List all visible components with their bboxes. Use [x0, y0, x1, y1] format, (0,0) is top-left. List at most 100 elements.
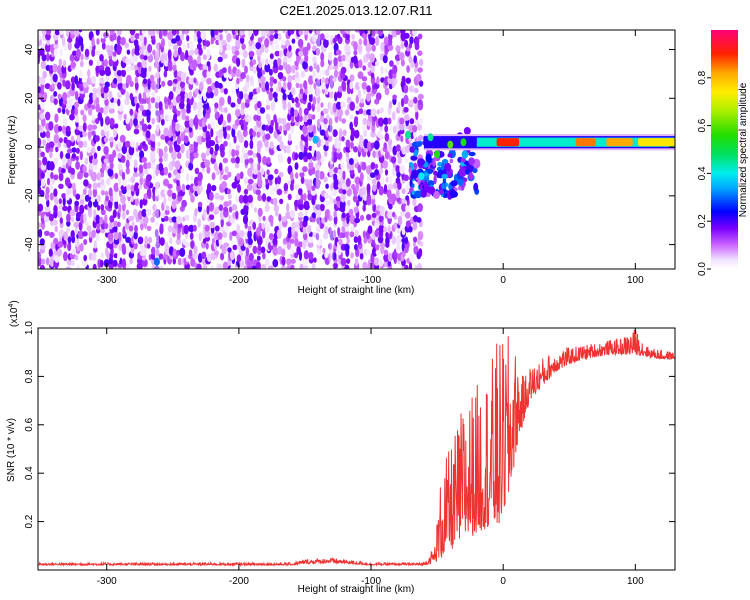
heatmap-cell: [265, 113, 271, 121]
heatmap-cell: [197, 100, 204, 111]
spectrogram-ytick-label: 20: [24, 92, 35, 104]
heatmap-cell: [46, 199, 50, 208]
heatmap-cell: [224, 224, 229, 233]
heatmap-cell: [345, 32, 350, 41]
heatmap-cell: [340, 231, 346, 239]
heatmap-cell: [419, 58, 424, 67]
heatmap-cell: [104, 116, 111, 126]
heatmap-cell: [190, 194, 195, 203]
heatmap-cell: [294, 152, 299, 161]
heatmap-cell: [253, 125, 258, 132]
heatmap-cell: [414, 190, 422, 199]
heatmap-cell: [104, 222, 109, 230]
heatmap-cell: [325, 200, 330, 207]
heatmap-cell: [363, 237, 368, 244]
heatmap-cell: [314, 30, 321, 36]
heatmap-cell: [185, 149, 191, 160]
heatmap-cell: [332, 102, 338, 113]
heatmap-cell: [341, 118, 347, 124]
heatmap-cell: [107, 232, 114, 241]
heatmap-cell: [57, 82, 62, 90]
heatmap-cell: [74, 75, 78, 85]
heatmap-cell: [300, 71, 306, 78]
heatmap-cell: [206, 102, 210, 111]
heatmap-cell: [312, 45, 317, 52]
heatmap-cell: [71, 260, 75, 267]
heatmap-cell: [210, 30, 215, 38]
heatmap-cell: [315, 169, 321, 180]
heatmap-cell: [302, 225, 307, 235]
heatmap-cell: [214, 107, 218, 113]
heatmap-cell: [369, 172, 376, 178]
heatmap-cell: [71, 153, 76, 159]
heatmap-cell: [340, 30, 345, 35]
heatmap-cell: [176, 135, 182, 145]
heatmap-cell: [335, 101, 342, 110]
heatmap-cell: [400, 30, 406, 35]
heatmap-cell: [180, 89, 186, 100]
heatmap-cell: [300, 176, 305, 185]
heatmap-cell: [164, 102, 169, 110]
heatmap-cell: [38, 222, 42, 228]
heatmap-cell: [223, 206, 229, 213]
heatmap-cell: [188, 224, 195, 233]
heatmap-cell: [400, 42, 405, 49]
heatmap-cell: [113, 230, 119, 241]
heatmap-cell: [357, 44, 363, 52]
heatmap-cell: [307, 113, 313, 120]
heatmap-cell: [141, 58, 147, 69]
heatmap-cell: [205, 242, 209, 250]
heatmap-cell: [333, 57, 338, 67]
heatmap-cell: [58, 203, 63, 210]
heatmap-cell: [226, 32, 232, 43]
heatmap-cell: [164, 215, 169, 222]
heatmap-cell: [206, 61, 211, 67]
heatmap-cell: [118, 188, 123, 197]
heatmap-cell: [100, 117, 104, 127]
heatmap-cell: [145, 130, 151, 139]
heatmap-cell: [319, 129, 326, 136]
heatmap-cell: [473, 182, 478, 191]
heatmap-cell: [228, 200, 232, 206]
heatmap-cell: [182, 42, 186, 51]
heatmap-cell: [108, 90, 113, 100]
heatmap-cell: [361, 82, 368, 90]
heatmap-cell: [316, 64, 320, 73]
heatmap-cell: [125, 246, 130, 255]
heatmap-cell: [209, 214, 215, 221]
heatmap-cell: [252, 130, 256, 138]
heatmap-cell: [346, 96, 352, 104]
heatmap-cell: [143, 55, 148, 61]
heatmap-cell: [264, 139, 269, 148]
heatmap-cell: [257, 243, 262, 251]
heatmap-cell: [65, 152, 71, 159]
heatmap-cell: [374, 229, 379, 238]
heatmap-cell: [285, 122, 291, 131]
heatmap-cell: [40, 113, 45, 120]
heatmap-cell: [228, 142, 232, 149]
heatmap-cell: [314, 87, 321, 97]
heatmap-cell: [383, 142, 388, 149]
heatmap-cell: [403, 106, 409, 113]
heatmap-cell: [403, 94, 409, 105]
heatmap-cell: [333, 42, 339, 52]
heatmap-cell: [59, 151, 64, 160]
heatmap-cell: [401, 198, 407, 204]
heatmap-cell: [279, 125, 283, 132]
heatmap-cell: [395, 188, 400, 199]
heatmap-cell: [123, 113, 127, 120]
heatmap-cell: [218, 162, 223, 171]
heatmap-cell: [226, 125, 232, 131]
heatmap-cell: [108, 101, 115, 109]
heatmap-cell: [189, 143, 194, 153]
heatmap-cell: [97, 205, 101, 211]
heatmap-cell: [163, 145, 168, 153]
heatmap-cell: [140, 246, 147, 256]
heatmap-cell: [226, 133, 231, 140]
heatmap-cell: [342, 129, 347, 137]
heatmap-cell: [210, 119, 216, 129]
heatmap-cell: [320, 155, 325, 165]
heatmap-cell: [192, 224, 197, 232]
heatmap-cell: [194, 232, 199, 238]
heatmap-cell: [262, 155, 268, 166]
